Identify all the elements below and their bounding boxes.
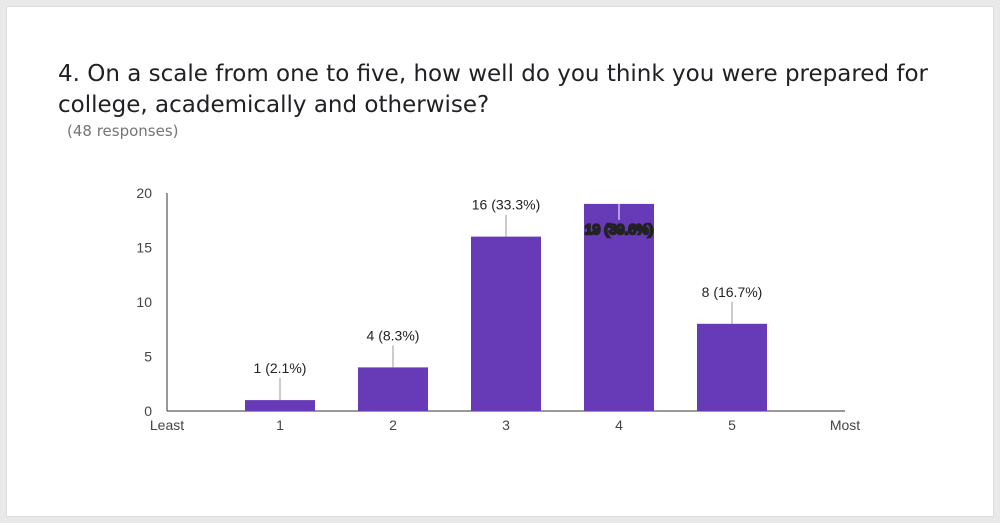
bar-4 [584, 203, 654, 411]
data-label: 19 (39.6%) [585, 221, 653, 237]
question-card: 4. On a scale from one to five, how well… [6, 6, 994, 517]
response-count: (48 responses) [67, 122, 179, 140]
y-tick-label: 5 [144, 349, 152, 365]
x-label-least: Least [150, 417, 184, 433]
data-label: 8 (16.7%) [702, 284, 763, 300]
question-title: 4. On a scale from one to five, how well… [58, 61, 928, 118]
x-tick-label: 1 [276, 417, 284, 433]
y-tick-label: 10 [136, 294, 152, 310]
x-tick-label: 3 [502, 417, 510, 433]
x-tick-label: 5 [728, 417, 736, 433]
x-label-most: Most [830, 417, 860, 433]
x-tick-label: 2 [389, 417, 397, 433]
y-tick-label: 20 [136, 185, 152, 201]
y-tick-label: 15 [136, 240, 152, 256]
bar-2 [358, 367, 428, 411]
x-tick-label: 4 [615, 417, 623, 433]
chart-bars [245, 203, 767, 411]
y-tick-label: 0 [144, 403, 152, 419]
bar-1 [245, 400, 315, 411]
chart-labels: 1 1 (2.1%) 2 4 (8.3%) 3 16 (33.3%) 4 19 (39.6%)… [254, 197, 763, 433]
data-label: 16 (33.3%) [472, 197, 540, 213]
data-label: 4 (8.3%) [367, 327, 420, 343]
data-label: 1 (2.1%) [254, 360, 307, 376]
bar-3 [471, 236, 541, 411]
bar-5 [697, 323, 767, 411]
